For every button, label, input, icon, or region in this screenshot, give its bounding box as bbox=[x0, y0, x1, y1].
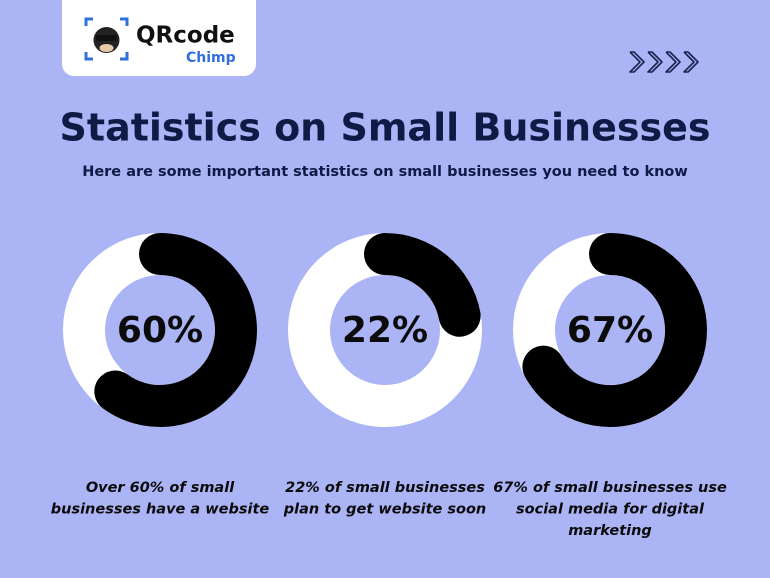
caption: Over 60% of small bbox=[86, 480, 235, 496]
caption: 67% of small businesses use bbox=[493, 480, 727, 496]
donut-arc bbox=[522, 233, 707, 427]
caption: social media for digital bbox=[516, 502, 705, 518]
logo-name: QRcode bbox=[136, 23, 235, 49]
value-label: 22% bbox=[342, 310, 428, 351]
logo: QRcode Chimp bbox=[62, 0, 256, 76]
subtitle: Here are some important statistics on sm… bbox=[82, 164, 688, 180]
donut-arc bbox=[94, 233, 257, 427]
donut-arc bbox=[364, 233, 481, 337]
caption: plan to get website soon bbox=[283, 502, 487, 518]
logo-sub: Chimp bbox=[186, 50, 236, 66]
value-label: 60% bbox=[117, 310, 203, 351]
logo-icon bbox=[84, 17, 129, 61]
chevrons bbox=[629, 51, 699, 73]
caption: businesses have a website bbox=[51, 502, 270, 518]
title: Statistics on Small Businesses bbox=[60, 106, 711, 150]
caption: marketing bbox=[568, 523, 652, 539]
logo-box bbox=[62, 0, 256, 76]
value-label: 67% bbox=[567, 310, 653, 351]
caption: 22% of small businesses bbox=[285, 480, 485, 496]
